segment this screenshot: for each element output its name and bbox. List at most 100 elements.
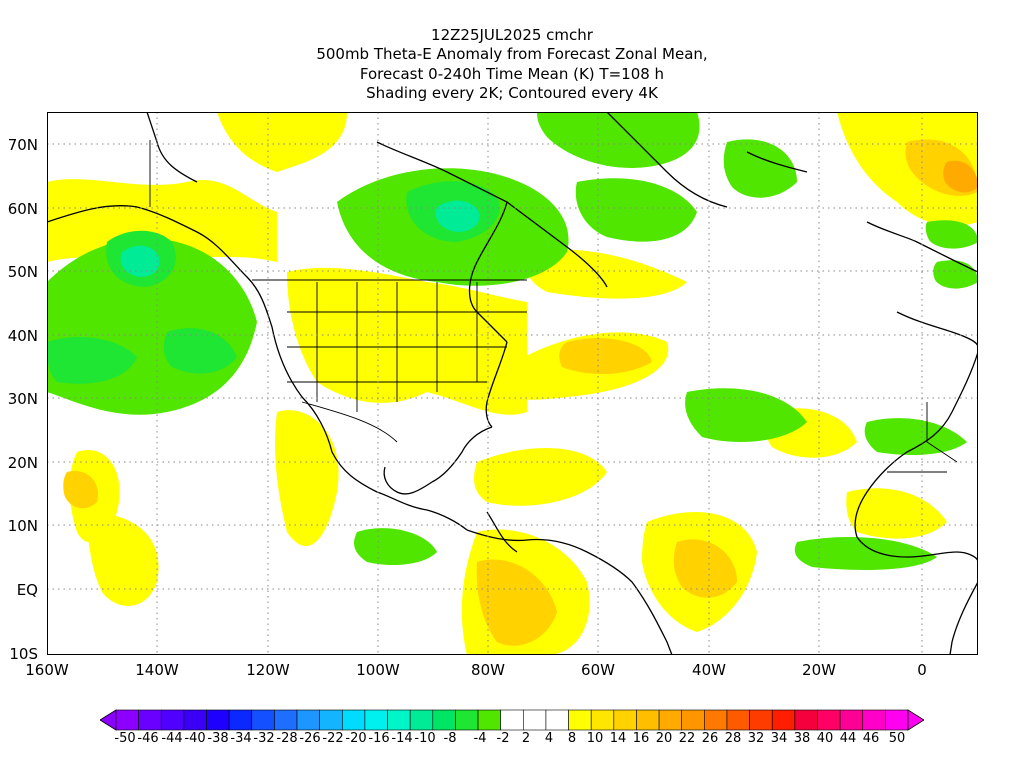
map-title-line-4: Shading every 2K; Contoured every 4K <box>366 84 658 102</box>
colorbar-cell <box>432 709 456 731</box>
colorbar-label: 50 <box>888 731 906 746</box>
colorbar-cell <box>228 709 253 731</box>
colorbar-cell <box>726 709 750 731</box>
colorbar-cell <box>364 709 388 731</box>
colorbar-label: 14 <box>609 731 627 746</box>
colorbar-cell <box>613 709 637 731</box>
colorbar-left-triangle <box>100 709 117 731</box>
colorbar-label: -2 <box>496 731 510 746</box>
lat-label-10n: 10N <box>7 517 38 535</box>
colorbar-cell <box>523 709 547 731</box>
lat-label-20n: 20N <box>7 454 38 472</box>
lat-label-40n: 40N <box>7 327 38 345</box>
colorbar-cell <box>839 709 864 731</box>
colorbar-cell <box>636 709 660 731</box>
colorbar-label: -40 <box>184 731 206 746</box>
colorbar-label: 38 <box>793 731 811 746</box>
anomaly-shading <box>47 112 978 655</box>
colorbar-cell <box>409 709 434 731</box>
lon-label-20w: 20W <box>802 661 836 679</box>
colorbar-cell <box>885 709 909 731</box>
colorbar-cell <box>296 709 320 731</box>
colorbar-label: 22 <box>678 731 696 746</box>
lon-label-100w: 100W <box>356 661 400 679</box>
colorbar-label: -4 <box>473 731 487 746</box>
colorbar-cell <box>341 709 366 731</box>
colorbar-cell <box>704 709 728 731</box>
colorbar-label: -46 <box>137 731 159 746</box>
lon-label-40w: 40W <box>692 661 726 679</box>
colorbar-cell <box>590 709 615 731</box>
borders <box>149 140 958 473</box>
colorbar-cell <box>817 709 841 731</box>
colorbar-cell <box>183 709 207 731</box>
colorbar-cell <box>568 709 592 731</box>
map-title-line-2: 500mb Theta-E Anomaly from Forecast Zona… <box>316 45 708 63</box>
lon-label-60w: 60W <box>581 661 615 679</box>
colorbar-cells <box>115 709 909 731</box>
colorbar-cell <box>771 709 796 731</box>
colorbar-label: 44 <box>839 731 857 746</box>
colorbar-label: -44 <box>161 731 183 746</box>
colorbar-label: 28 <box>724 731 742 746</box>
colorbar-label: 16 <box>632 731 650 746</box>
colorbar-cell <box>658 709 683 731</box>
map-title-line-3: Forecast 0-240h Time Mean (K) T=108 h <box>359 65 665 83</box>
colorbar-cell <box>500 709 524 731</box>
map-title-line-1: 12Z25JUL2025 cmchr <box>431 26 593 44</box>
colorbar-label: -14 <box>391 731 413 746</box>
map-frame <box>47 112 978 655</box>
colorbar-cell <box>477 709 501 731</box>
colorbar-label: -16 <box>368 731 390 746</box>
colorbar <box>100 709 924 731</box>
colorbar-label: 20 <box>655 731 673 746</box>
colorbar-cell <box>160 709 185 731</box>
colorbar-label: 26 <box>701 731 719 746</box>
colorbar-cell <box>115 709 139 731</box>
colorbar-label: 40 <box>816 731 834 746</box>
colorbar-label: -50 <box>114 731 136 746</box>
colorbar-label: -10 <box>414 731 436 746</box>
lat-label-eq: EQ <box>16 581 38 599</box>
coastlines <box>47 112 978 655</box>
colorbar-cell <box>206 709 230 731</box>
colorbar-label: 2 <box>521 731 531 746</box>
colorbar-label: 34 <box>770 731 788 746</box>
colorbar-cell <box>545 709 569 731</box>
map-plot <box>47 112 978 655</box>
colorbar-cell <box>681 709 705 731</box>
colorbar-label: -38 <box>207 731 229 746</box>
colorbar-cell <box>274 709 298 731</box>
lat-label-60n: 60N <box>7 200 38 218</box>
colorbar-label: 4 <box>544 731 554 746</box>
colorbar-cell <box>138 709 162 731</box>
colorbar-label: -22 <box>322 731 344 746</box>
colorbar-cell <box>794 709 818 731</box>
colorbar-label: -34 <box>230 731 252 746</box>
lat-label-30n: 30N <box>7 390 38 408</box>
lon-label-160w: 160W <box>25 661 69 679</box>
colorbar-cell <box>387 709 411 731</box>
colorbar-cell <box>455 709 479 731</box>
lon-label-0: 0 <box>917 661 927 679</box>
colorbar-cell <box>862 709 886 731</box>
lon-label-80w: 80W <box>471 661 505 679</box>
colorbar-cell <box>319 709 343 731</box>
colorbar-label: -20 <box>345 731 367 746</box>
colorbar-cell <box>749 709 773 731</box>
gridlines <box>47 112 978 655</box>
colorbar-label: 10 <box>586 731 604 746</box>
lon-label-120w: 120W <box>246 661 290 679</box>
colorbar-label: 8 <box>567 731 577 746</box>
colorbar-label: -28 <box>276 731 298 746</box>
colorbar-label: -8 <box>443 731 457 746</box>
colorbar-right-triangle <box>907 709 924 731</box>
lat-label-50n: 50N <box>7 263 38 281</box>
lon-label-140w: 140W <box>135 661 179 679</box>
colorbar-label: -32 <box>253 731 275 746</box>
colorbar-label: 46 <box>862 731 880 746</box>
colorbar-label: -26 <box>299 731 321 746</box>
colorbar-label: 32 <box>747 731 765 746</box>
lat-label-10s: 10S <box>9 645 38 663</box>
lat-label-70n: 70N <box>7 136 38 154</box>
